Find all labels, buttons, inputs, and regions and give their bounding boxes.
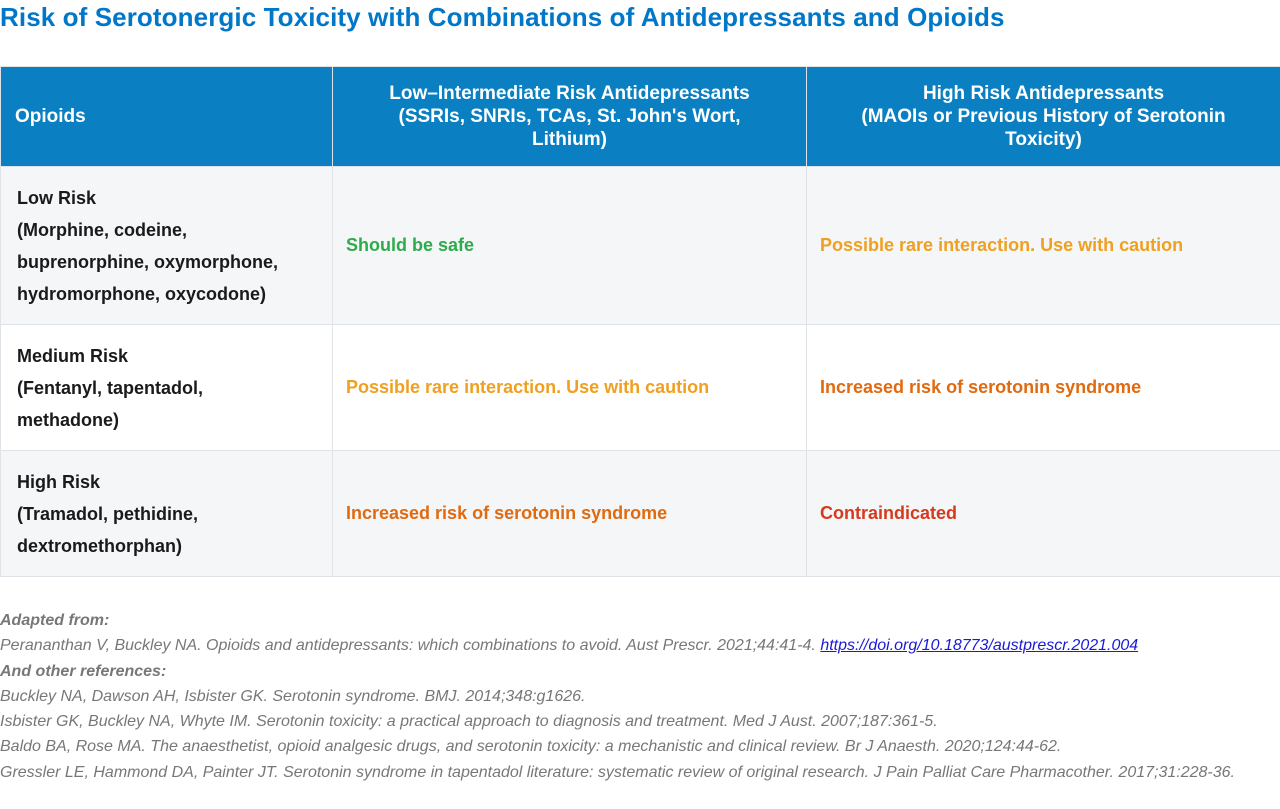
references: Adapted from: Perananthan V, Buckley NA.… [0, 608, 1250, 785]
opioid-line: hydromorphone, oxycodone) [17, 283, 267, 304]
risk-table: Opioids Low–Intermediate Risk Antidepres… [0, 66, 1280, 577]
doi-link[interactable]: https://doi.org/10.18773/austprescr.2021… [820, 637, 1139, 655]
table-row: Low Risk (Morphine, codeine, buprenorphi… [0, 166, 1280, 325]
risk-cell-high: Increased risk of serotonin syndrome [806, 324, 1280, 451]
other-references-heading: And other references: [0, 662, 167, 680]
header-low-intermediate-antidepressants: Low–Intermediate Risk Antidepressants (S… [332, 66, 807, 167]
page-title: Risk of Serotonergic Toxicity with Combi… [0, 2, 1005, 32]
opioid-cell: High Risk (Tramadol, pethidine, dextrome… [0, 450, 333, 577]
opioid-line: (Morphine, codeine, [17, 219, 188, 240]
opioid-cell: Low Risk (Morphine, codeine, buprenorphi… [0, 166, 333, 325]
opioid-line: dextromethorphan) [17, 535, 183, 556]
opioid-line: (Fentanyl, tapentadol, [17, 377, 204, 398]
risk-cell-high: Possible rare interaction. Use with caut… [806, 166, 1280, 325]
reference-item: Gressler LE, Hammond DA, Painter JT. Ser… [0, 763, 1235, 781]
risk-cell-low-intermediate: Increased risk of serotonin syndrome [332, 450, 807, 577]
reference-item: Baldo BA, Rose MA. The anaesthetist, opi… [0, 738, 1062, 756]
header-high-risk-antidepressants: High Risk Antidepressants (MAOIs or Prev… [806, 66, 1280, 167]
header-line: (SSRIs, SNRIs, TCAs, St. John's Wort, [398, 106, 741, 127]
risk-cell-low-intermediate: Should be safe [332, 166, 807, 325]
adapted-reference: Perananthan V, Buckley NA. Opioids and a… [0, 633, 1250, 658]
opioid-cell: Medium Risk (Fentanyl, tapentadol, metha… [0, 324, 333, 451]
table-row: High Risk (Tramadol, pethidine, dextrome… [0, 450, 1280, 577]
opioid-line: Low Risk [17, 187, 97, 208]
opioid-line: (Tramadol, pethidine, [17, 503, 199, 524]
opioid-line: High Risk [17, 471, 101, 492]
header-opioids: Opioids [0, 66, 333, 167]
table-row: Medium Risk (Fentanyl, tapentadol, metha… [0, 324, 1280, 451]
risk-cell-low-intermediate: Possible rare interaction. Use with caut… [332, 324, 807, 451]
opioid-line: methadone) [17, 409, 120, 430]
reference-item: Isbister GK, Buckley NA, Whyte IM. Serot… [0, 713, 938, 731]
table-header-row: Opioids Low–Intermediate Risk Antidepres… [0, 66, 1280, 167]
opioid-line: Medium Risk [17, 345, 129, 366]
header-line: (MAOIs or Previous History of Serotonin [861, 106, 1226, 127]
header-line: High Risk Antidepressants [922, 83, 1165, 104]
header-line: Lithium) [532, 129, 607, 150]
header-line: Low–Intermediate Risk Antidepressants [389, 83, 750, 104]
adapted-heading: Adapted from: [0, 612, 110, 629]
adapted-text: Perananthan V, Buckley NA. Opioids and a… [0, 637, 821, 655]
opioid-line: buprenorphine, oxymorphone, [17, 251, 279, 272]
reference-item: Buckley NA, Dawson AH, Isbister GK. Sero… [0, 687, 586, 705]
header-line: Toxicity) [1005, 129, 1082, 150]
risk-cell-high: Contraindicated [806, 450, 1280, 577]
